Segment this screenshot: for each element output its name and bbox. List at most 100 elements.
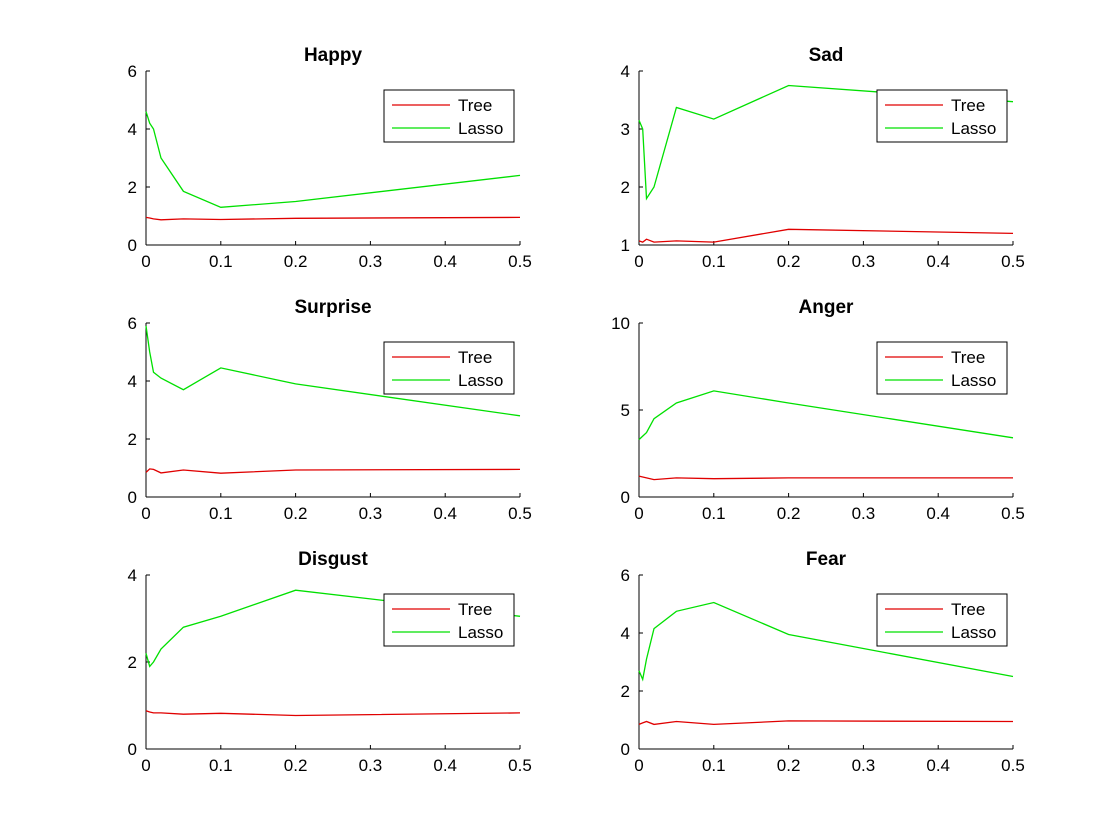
- series-line-lasso: [145, 111, 521, 208]
- legend-box: [383, 341, 515, 395]
- y-tick-label: 4: [621, 624, 630, 643]
- y-tick-label: 0: [621, 488, 630, 507]
- x-tick-label: 0: [141, 252, 150, 271]
- subplot-surprise: Surprise 0 0.1 0.2 0.3 0.4 0.5 0 2 4 6 Tree Lasso: [128, 297, 532, 523]
- x-tick-label: 0.4: [433, 504, 457, 523]
- series-line-tree: [145, 710, 521, 717]
- x-tick-label: 0.4: [433, 756, 457, 775]
- chart-title: Fear: [806, 549, 847, 570]
- series-line-lasso: [638, 390, 1014, 441]
- y-tick-label: 6: [128, 62, 137, 81]
- x-tick-label: 0.3: [359, 756, 383, 775]
- legend-box: [876, 89, 1008, 143]
- series-line-tree: [638, 228, 1014, 243]
- x-tick-label: 0: [141, 756, 150, 775]
- y-tick-label: 0: [621, 740, 630, 759]
- legend-label-tree: Tree: [458, 348, 492, 367]
- y-tick-label: 1: [621, 236, 630, 255]
- x-tick-label: 0.5: [1001, 252, 1025, 271]
- legend-label-lasso: Lasso: [458, 119, 503, 138]
- y-tick-label: 0: [128, 740, 137, 759]
- x-tick-label: 0.1: [209, 756, 233, 775]
- y-tick-label: 4: [128, 566, 137, 585]
- x-tick-label: 0.2: [284, 252, 308, 271]
- x-tick-label: 0.3: [359, 252, 383, 271]
- x-tick-label: 0.1: [702, 504, 726, 523]
- x-tick-label: 0.4: [433, 252, 457, 271]
- x-tick-label: 0.5: [1001, 504, 1025, 523]
- subplot-sad: Sad 0 0.1 0.2 0.3 0.4 0.5 1 2 3 4 Tree Lasso: [621, 45, 1025, 271]
- x-tick-label: 0.5: [508, 756, 532, 775]
- legend-label-tree: Tree: [458, 600, 492, 619]
- legend-box: [876, 341, 1008, 395]
- x-tick-label: 0.1: [702, 252, 726, 271]
- y-tick-label: 2: [128, 653, 137, 672]
- x-tick-label: 0.3: [852, 756, 876, 775]
- legend-label-lasso: Lasso: [458, 371, 503, 390]
- y-tick-label: 0: [128, 236, 137, 255]
- x-tick-label: 0.2: [284, 756, 308, 775]
- legend-label-tree: Tree: [458, 96, 492, 115]
- x-tick-label: 0: [634, 504, 643, 523]
- x-tick-label: 0.3: [852, 252, 876, 271]
- y-tick-label: 4: [128, 120, 137, 139]
- x-tick-label: 0.4: [926, 504, 950, 523]
- legend: Tree Lasso: [383, 89, 515, 143]
- subplot-anger: Anger 0 0.1 0.2 0.3 0.4 0.5 0 5 10 Tree Lasso: [611, 297, 1025, 523]
- chart-title: Anger: [799, 297, 855, 318]
- x-tick-label: 0: [634, 252, 643, 271]
- series-line-lasso: [145, 589, 521, 668]
- legend-label-tree: Tree: [951, 96, 985, 115]
- y-tick-label: 5: [621, 401, 630, 420]
- series-line-lasso: [638, 84, 1014, 201]
- chart-title: Happy: [304, 45, 363, 66]
- legend: Tree Lasso: [383, 593, 515, 647]
- series-line-tree: [145, 216, 521, 221]
- y-tick-label: 6: [621, 566, 630, 585]
- y-tick-label: 0: [128, 488, 137, 507]
- subplot-disgust: Disgust 0 0.1 0.2 0.3 0.4 0.5 0 2 4 Tree Lasso: [128, 549, 532, 775]
- x-tick-label: 0.2: [284, 504, 308, 523]
- legend: Tree Lasso: [876, 89, 1008, 143]
- subplot-fear: Fear 0 0.1 0.2 0.3 0.4 0.5 0 2 4 6 Tree Lasso: [621, 549, 1025, 775]
- legend-label-tree: Tree: [951, 600, 985, 619]
- chart-title: Sad: [809, 45, 844, 66]
- x-tick-label: 0.5: [508, 504, 532, 523]
- x-tick-label: 0.2: [777, 504, 801, 523]
- y-tick-label: 2: [128, 430, 137, 449]
- legend-label-lasso: Lasso: [951, 371, 996, 390]
- chart-title: Disgust: [298, 549, 368, 570]
- x-tick-label: 0.5: [508, 252, 532, 271]
- legend-label-tree: Tree: [951, 348, 985, 367]
- y-tick-label: 4: [621, 62, 630, 81]
- series-line-tree: [638, 720, 1014, 726]
- legend-box: [383, 593, 515, 647]
- x-tick-label: 0: [141, 504, 150, 523]
- y-tick-label: 10: [611, 314, 630, 333]
- x-tick-label: 0.4: [926, 252, 950, 271]
- y-tick-label: 2: [621, 682, 630, 701]
- legend-label-lasso: Lasso: [951, 119, 996, 138]
- y-tick-label: 2: [621, 178, 630, 197]
- x-tick-label: 0.1: [209, 504, 233, 523]
- chart-title: Surprise: [294, 297, 371, 318]
- x-tick-label: 0.4: [926, 756, 950, 775]
- series-line-lasso: [145, 325, 521, 417]
- x-tick-label: 0.3: [359, 504, 383, 523]
- x-tick-label: 0.2: [777, 756, 801, 775]
- y-tick-label: 2: [128, 178, 137, 197]
- y-tick-label: 6: [128, 314, 137, 333]
- subplot-happy: Happy 0 0.1 0.2 0.3 0.4 0.5 0 2 4 6 Tree Lasso: [128, 45, 532, 271]
- x-tick-label: 0.3: [852, 504, 876, 523]
- series-line-tree: [145, 468, 521, 474]
- legend-label-lasso: Lasso: [458, 623, 503, 642]
- x-tick-label: 0.1: [702, 756, 726, 775]
- y-tick-label: 3: [621, 120, 630, 139]
- y-tick-label: 4: [128, 372, 137, 391]
- series-line-tree: [638, 475, 1013, 481]
- legend: Tree Lasso: [383, 341, 515, 395]
- legend: Tree Lasso: [876, 341, 1008, 395]
- legend: Tree Lasso: [876, 593, 1008, 647]
- legend-box: [383, 89, 515, 143]
